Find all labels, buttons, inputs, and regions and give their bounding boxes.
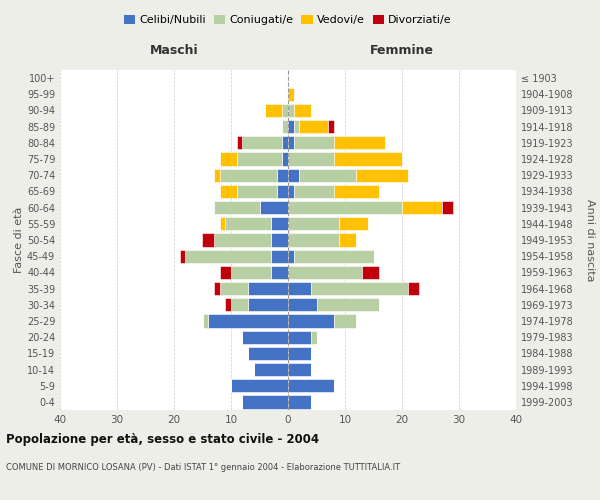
Bar [220,217,226,230]
Bar [288,266,362,279]
Bar [242,136,283,149]
Bar [220,266,231,279]
Bar [288,136,294,149]
Bar [271,266,288,279]
Bar [220,282,248,295]
Bar [271,250,288,263]
Bar [288,201,402,214]
Bar [214,201,260,214]
Bar [288,330,311,344]
Bar [242,330,288,344]
Bar [214,282,220,295]
Bar [288,314,334,328]
Bar [294,185,334,198]
Bar [288,168,299,182]
Text: Maschi: Maschi [149,44,199,57]
Text: COMUNE DI MORNICO LOSANA (PV) - Dati ISTAT 1° gennaio 2004 - Elaborazione TUTTIT: COMUNE DI MORNICO LOSANA (PV) - Dati IST… [6,462,400,471]
Bar [203,314,208,328]
Bar [283,136,288,149]
Bar [283,104,288,117]
Bar [220,168,277,182]
Bar [180,250,185,263]
Bar [288,379,334,392]
Bar [311,282,408,295]
Bar [288,250,294,263]
Bar [334,136,385,149]
Bar [288,217,340,230]
Bar [248,346,288,360]
Bar [288,282,311,295]
Bar [288,234,340,246]
Bar [294,120,299,134]
Legend: Celibi/Nubili, Coniugati/e, Vedovi/e, Divorziati/e: Celibi/Nubili, Coniugati/e, Vedovi/e, Di… [120,10,456,30]
Bar [317,298,379,312]
Bar [288,120,294,134]
Bar [294,136,334,149]
Bar [220,152,236,166]
Bar [220,185,236,198]
Y-axis label: Anni di nascita: Anni di nascita [585,198,595,281]
Bar [288,88,294,101]
Bar [334,314,356,328]
Bar [185,250,271,263]
Bar [214,168,220,182]
Bar [283,152,288,166]
Bar [283,120,288,134]
Bar [299,120,328,134]
Bar [340,234,356,246]
Bar [288,363,311,376]
Bar [271,234,288,246]
Bar [231,266,271,279]
Bar [288,104,294,117]
Bar [214,234,271,246]
Bar [248,298,288,312]
Bar [226,298,231,312]
Bar [340,217,368,230]
Bar [294,104,311,117]
Bar [248,282,288,295]
Bar [288,152,334,166]
Bar [334,185,379,198]
Bar [208,314,288,328]
Bar [237,136,242,149]
Bar [299,168,356,182]
Bar [356,168,408,182]
Bar [362,266,379,279]
Bar [226,217,271,230]
Bar [294,250,373,263]
Bar [242,396,288,408]
Bar [265,104,283,117]
Bar [237,152,283,166]
Bar [237,185,277,198]
Bar [442,201,454,214]
Bar [408,282,419,295]
Bar [288,346,311,360]
Bar [277,168,288,182]
Bar [288,185,294,198]
Bar [277,185,288,198]
Bar [288,396,311,408]
Bar [271,217,288,230]
Text: Popolazione per età, sesso e stato civile - 2004: Popolazione per età, sesso e stato civil… [6,432,319,446]
Bar [402,201,442,214]
Text: Femmine: Femmine [370,44,434,57]
Bar [202,234,214,246]
Bar [328,120,334,134]
Bar [260,201,288,214]
Bar [254,363,288,376]
Bar [231,298,248,312]
Bar [334,152,402,166]
Y-axis label: Fasce di età: Fasce di età [14,207,24,273]
Bar [311,330,317,344]
Bar [288,298,317,312]
Bar [231,379,288,392]
